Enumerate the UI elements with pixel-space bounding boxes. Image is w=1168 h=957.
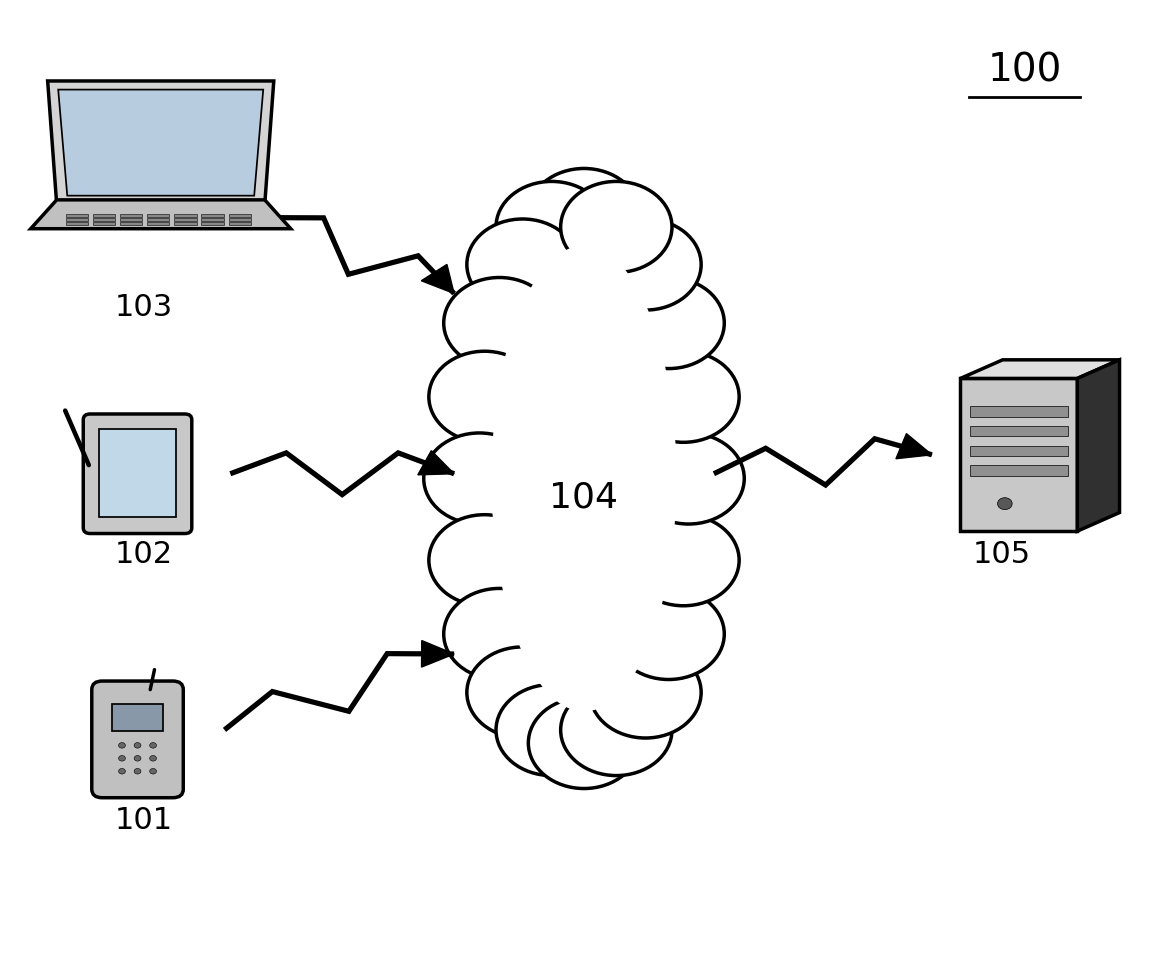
Bar [229,222,251,226]
Circle shape [467,647,578,738]
Circle shape [628,515,739,606]
Circle shape [119,755,125,761]
Bar [969,426,1068,436]
Ellipse shape [470,189,698,768]
FancyBboxPatch shape [92,681,183,798]
Polygon shape [960,360,1120,378]
Bar [93,218,116,221]
Circle shape [444,278,555,368]
Circle shape [119,743,125,748]
Polygon shape [1077,360,1120,531]
Bar [174,222,196,226]
Ellipse shape [492,246,676,711]
Polygon shape [30,200,291,229]
Circle shape [467,219,578,310]
Circle shape [150,755,157,761]
Circle shape [119,768,125,774]
Text: 103: 103 [114,293,173,323]
Circle shape [633,433,744,524]
Circle shape [997,498,1013,510]
Bar [969,446,1068,456]
Circle shape [561,182,672,273]
Bar [201,214,224,217]
Circle shape [150,768,157,774]
Circle shape [628,351,739,442]
Text: 100: 100 [987,52,1062,90]
Text: 105: 105 [973,540,1030,568]
Bar [65,222,88,226]
Polygon shape [422,264,454,294]
Circle shape [496,182,607,273]
Bar [120,218,142,221]
Polygon shape [422,640,454,667]
Circle shape [613,278,724,368]
Text: 102: 102 [114,540,173,568]
Bar [229,218,251,221]
Polygon shape [48,81,273,204]
Bar [201,218,224,221]
Circle shape [444,589,555,679]
Circle shape [590,647,701,738]
Circle shape [150,743,157,748]
Bar [120,222,142,226]
Bar [201,222,224,226]
Circle shape [613,589,724,679]
Polygon shape [58,90,263,195]
Bar [65,218,88,221]
Circle shape [429,351,540,442]
Bar [147,214,169,217]
Text: 101: 101 [114,806,173,835]
Bar [969,406,1068,416]
Bar [93,222,116,226]
Text: 104: 104 [549,480,619,515]
Circle shape [429,515,540,606]
Bar [147,218,169,221]
Circle shape [590,219,701,310]
Bar [229,214,251,217]
Circle shape [134,768,141,774]
Polygon shape [896,434,932,458]
Circle shape [424,433,535,524]
Bar [120,214,142,217]
Bar [112,703,164,731]
Circle shape [528,698,640,789]
Polygon shape [418,451,454,475]
Bar [147,222,169,226]
Bar [99,430,176,517]
Bar [969,465,1068,477]
Circle shape [561,684,672,775]
Bar [174,214,196,217]
FancyBboxPatch shape [83,414,192,533]
Bar [174,218,196,221]
Circle shape [528,168,640,259]
Bar [65,214,88,217]
Bar [93,214,116,217]
Bar [960,378,1077,531]
Circle shape [496,684,607,775]
Circle shape [134,755,141,761]
Circle shape [134,743,141,748]
